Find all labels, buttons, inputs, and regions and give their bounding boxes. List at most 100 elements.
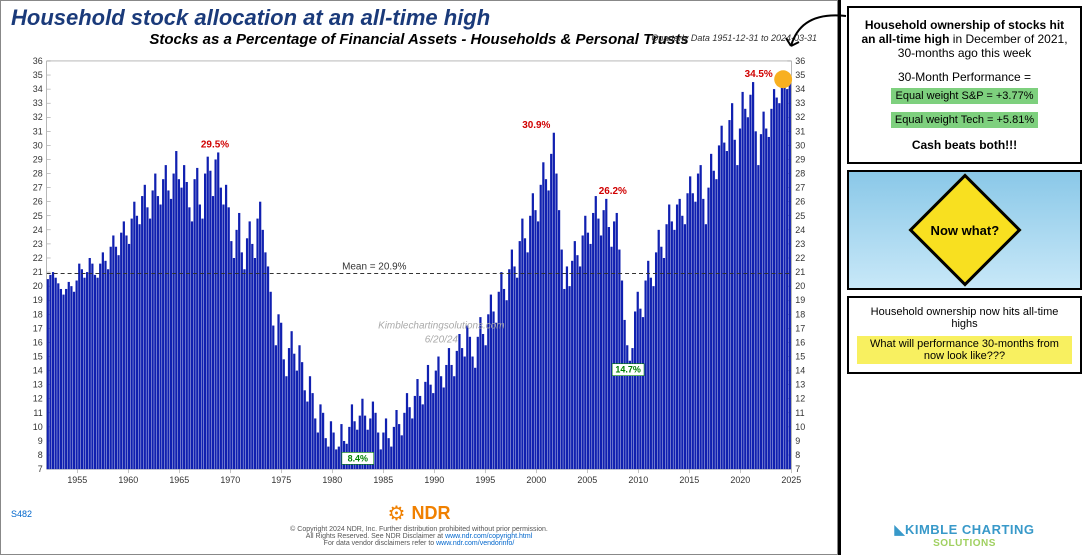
svg-text:18: 18 [33, 309, 43, 319]
svg-text:27: 27 [33, 183, 43, 193]
perf-row: Equal weight S&P = +3.77% [891, 88, 1037, 104]
svg-text:14: 14 [33, 366, 43, 376]
arrow-icon [781, 6, 851, 56]
svg-text:23: 23 [33, 239, 43, 249]
svg-text:25: 25 [33, 211, 43, 221]
logo-top: ◣ [894, 522, 905, 537]
svg-text:26: 26 [33, 197, 43, 207]
right-sidebar: Household ownership of stocks hit an all… [838, 0, 1088, 555]
svg-text:Mean = 20.9%: Mean = 20.9% [342, 261, 407, 272]
page: Household stock allocation at an all-tim… [0, 0, 1088, 555]
svg-text:23: 23 [795, 239, 805, 249]
svg-text:30: 30 [33, 140, 43, 150]
svg-text:35: 35 [795, 70, 805, 80]
copyright-line: All Rights Reserved. See NDR Disclaimer … [11, 533, 827, 540]
vendor-link[interactable]: www.ndr.com/vendorinfo/ [436, 540, 514, 547]
svg-text:7: 7 [38, 464, 43, 474]
kimble-logo: ◣KIMBLE CHARTING SOLUTIONS [847, 522, 1082, 549]
svg-text:30.9%: 30.9% [522, 120, 550, 131]
chart-panel: Household stock allocation at an all-tim… [0, 0, 838, 555]
svg-text:24: 24 [795, 225, 805, 235]
svg-text:2000: 2000 [526, 475, 546, 485]
svg-text:22: 22 [33, 253, 43, 263]
svg-text:10: 10 [795, 422, 805, 432]
svg-text:8: 8 [38, 450, 43, 460]
svg-text:16: 16 [795, 337, 805, 347]
copyright-line: For data vendor disclaimers refer to www… [11, 540, 827, 547]
svg-text:35: 35 [33, 70, 43, 80]
svg-text:31: 31 [33, 126, 43, 136]
svg-text:1985: 1985 [373, 475, 393, 485]
svg-text:21: 21 [795, 267, 805, 277]
svg-text:17: 17 [795, 323, 805, 333]
svg-text:30: 30 [795, 140, 805, 150]
svg-text:15: 15 [795, 352, 805, 362]
svg-text:22: 22 [795, 253, 805, 263]
performance-panel: Household ownership of stocks hit an all… [847, 6, 1082, 164]
chart-area: 7788991010111112121313141415151616171718… [11, 51, 827, 494]
svg-text:10: 10 [33, 422, 43, 432]
ndr-logo: NDR [411, 503, 450, 524]
ndr-icon: ⚙ [388, 501, 406, 526]
svg-text:29.5%: 29.5% [201, 139, 229, 150]
copyright-link[interactable]: www.ndr.com/copyright.html [445, 533, 532, 540]
sign-text: Now what? [930, 222, 999, 237]
svg-text:2005: 2005 [577, 475, 597, 485]
svg-text:29: 29 [795, 154, 805, 164]
svg-text:34: 34 [33, 84, 43, 94]
logo-bottom: SOLUTIONS [847, 538, 1082, 549]
perf-row: Equal weight Tech = +5.81% [891, 112, 1038, 128]
svg-text:1960: 1960 [118, 475, 138, 485]
svg-text:11: 11 [33, 408, 42, 418]
svg-text:29: 29 [33, 154, 43, 164]
svg-text:9: 9 [795, 436, 800, 446]
svg-text:36: 36 [33, 56, 43, 66]
cash-line: Cash beats both!!! [859, 138, 1070, 152]
svg-text:14.7%: 14.7% [615, 365, 640, 375]
svg-text:34: 34 [795, 84, 805, 94]
svg-text:26.2%: 26.2% [599, 186, 627, 197]
svg-text:17: 17 [33, 323, 43, 333]
svg-text:2020: 2020 [730, 475, 750, 485]
svg-text:8: 8 [795, 450, 800, 460]
svg-text:7: 7 [795, 464, 800, 474]
svg-text:19: 19 [33, 295, 43, 305]
svg-text:8.4%: 8.4% [348, 453, 368, 463]
panel2-highlight: What will performance 30-months from now… [857, 336, 1072, 364]
svg-text:1995: 1995 [475, 475, 495, 485]
svg-text:24: 24 [33, 225, 43, 235]
svg-text:12: 12 [33, 394, 43, 404]
svg-text:16: 16 [33, 337, 43, 347]
svg-text:20: 20 [795, 281, 805, 291]
svg-text:11: 11 [795, 408, 804, 418]
svg-text:18: 18 [795, 309, 805, 319]
svg-text:1975: 1975 [271, 475, 291, 485]
svg-text:2015: 2015 [679, 475, 699, 485]
svg-text:1970: 1970 [220, 475, 240, 485]
svg-text:31: 31 [795, 126, 805, 136]
svg-text:32: 32 [33, 112, 43, 122]
svg-text:20: 20 [33, 281, 43, 291]
svg-text:21: 21 [33, 267, 43, 277]
series-id: S482 [11, 509, 32, 519]
svg-text:27: 27 [795, 183, 805, 193]
caution-sign-icon: Now what? [908, 173, 1021, 286]
svg-text:2010: 2010 [628, 475, 648, 485]
svg-text:28: 28 [33, 169, 43, 179]
main-title: Household stock allocation at an all-tim… [1, 1, 837, 31]
svg-text:12: 12 [795, 394, 805, 404]
svg-text:1955: 1955 [67, 475, 87, 485]
copyright-line: © Copyright 2024 NDR, Inc. Further distr… [11, 526, 827, 533]
perf-title: 30-Month Performance = [859, 70, 1070, 84]
svg-text:19: 19 [795, 295, 805, 305]
svg-text:34.5%: 34.5% [745, 69, 773, 80]
svg-text:6/20/24: 6/20/24 [425, 334, 459, 345]
svg-text:33: 33 [795, 98, 805, 108]
panel2-line: Household ownership now hits all-time hi… [857, 306, 1072, 330]
chart-footer: S482 ⚙ NDR © Copyright 2024 NDR, Inc. Fu… [1, 499, 837, 554]
svg-text:2025: 2025 [781, 475, 801, 485]
svg-text:1990: 1990 [424, 475, 444, 485]
svg-text:Kimblechartingsolutions.com: Kimblechartingsolutions.com [378, 320, 505, 331]
svg-text:15: 15 [33, 352, 43, 362]
svg-text:25: 25 [795, 211, 805, 221]
